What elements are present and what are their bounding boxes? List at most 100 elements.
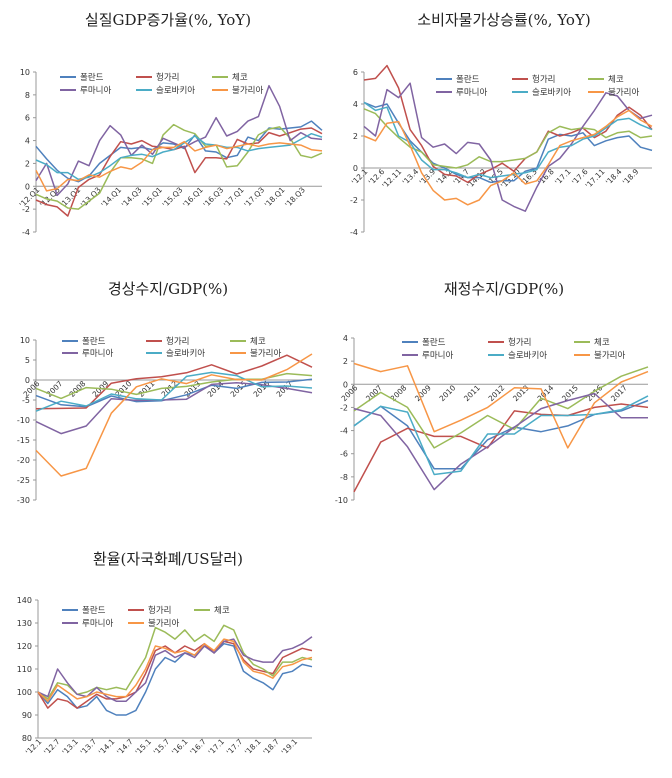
- x-tick-label: '16.Q1: [181, 185, 205, 209]
- x-tick-label: 2017: [609, 383, 629, 403]
- legend-label-romania: 루마니아: [422, 350, 453, 361]
- legend-label-romania: 루마니아: [80, 85, 111, 96]
- fiscal-panel: 재정수지/GDP(%) -10 -8 -6 -4 -2 0 2 4 2006 2007 2008 20…: [335, 268, 672, 530]
- legend-label-czech: 체코: [608, 74, 624, 85]
- legend-label-slovakia: 슬로바키아: [156, 85, 195, 96]
- x-tick-label: '17.Q1: [222, 185, 246, 209]
- x-tick-label: 2013: [511, 383, 531, 403]
- y-tick-label: 110: [17, 665, 32, 674]
- y-tick-label: 10: [20, 336, 30, 345]
- x-tick-label: '13.1: [60, 737, 80, 757]
- series-line-czech: [37, 624, 313, 700]
- y-tick-label: 10: [20, 68, 30, 77]
- legend-label-bulgaria: 불가리아: [232, 85, 263, 96]
- x-tick-label: '14.7: [115, 737, 135, 757]
- y-tick-label: -10: [335, 496, 348, 505]
- x-tick-label: 2015: [229, 379, 249, 399]
- x-tick-label: '18.7: [261, 737, 281, 757]
- series-line-czech: [363, 108, 653, 169]
- y-tick-label: 0: [25, 182, 30, 191]
- y-tick-label: -4: [22, 228, 30, 237]
- series-line-romania: [363, 82, 653, 212]
- legend-label-hungary: 헝가리: [148, 606, 171, 616]
- series-line-slovakia: [363, 101, 653, 179]
- x-tick-label: '14.12: [465, 167, 488, 190]
- y-tick-label: 0: [343, 380, 348, 389]
- y-tick-label: 6: [25, 114, 30, 123]
- y-tick-label: -2: [22, 205, 30, 214]
- x-tick-label: '18.Q3: [283, 185, 307, 209]
- x-tick-label: '17.11: [584, 167, 607, 190]
- x-tick-label: '13.4: [401, 167, 421, 187]
- x-tick-label: '12.7: [42, 737, 62, 757]
- y-tick-label: -20: [17, 456, 30, 465]
- x-tick-label: '14.1: [97, 737, 117, 757]
- cpi-panel: 소비자물가상승률(%, YoY) -4 -2 0 2 4 6'12.1'12.6'12.1…: [336, 0, 672, 260]
- x-tick-label: '14.Q1: [99, 185, 123, 209]
- y-tick-label: 8: [25, 91, 30, 100]
- series-line-bulgaria: [35, 140, 323, 192]
- series-line-poland: [35, 120, 323, 183]
- gdp-panel: 실질GDP증가율(%, YoY) -4 -2 0 2 4 6 8 10'12.Q1'12.Q3…: [0, 0, 336, 260]
- legend-label-slovakia: 슬로바키아: [166, 348, 205, 359]
- legend-label-poland: 폴란드: [82, 605, 106, 616]
- x-tick-label: '15.Q3: [161, 185, 185, 209]
- y-tick-label: -4: [340, 427, 348, 436]
- series-line-bulgaria: [37, 638, 313, 702]
- y-tick-label: 0: [353, 164, 358, 173]
- x-tick-label: '18.9: [621, 167, 641, 187]
- y-tick-label: 130: [17, 619, 32, 628]
- x-tick-label: '13.7: [79, 737, 99, 757]
- legend-label-romania: 루마니아: [82, 348, 113, 359]
- fx-chart: 8090100110120130140'12.1'12.7'13.1'13.7'…: [17, 596, 313, 757]
- fx-panel: 환율(자국화폐/US달러) 80 90 100 110 120 130 140'12.1'1…: [0, 538, 336, 778]
- x-tick-label: '13.Q1: [58, 185, 82, 209]
- x-tick-label: '18.Q1: [263, 185, 287, 209]
- fiscal-chart-title: 재정수지/GDP(%): [443, 280, 565, 298]
- y-tick-label: -15: [17, 436, 30, 445]
- x-tick-label: '16.1: [170, 737, 190, 757]
- series-line-bulgaria: [35, 353, 313, 477]
- series-line-czech: [35, 123, 323, 210]
- legend-label-slovakia: 슬로바키아: [532, 87, 571, 98]
- y-tick-label: 4: [353, 100, 358, 109]
- series-line-poland: [35, 378, 313, 408]
- legend-label-romania: 루마니아: [82, 618, 113, 629]
- y-tick-label: 2: [343, 357, 348, 366]
- legend-label-hungary: 헝가리: [508, 338, 531, 348]
- legend-label-hungary: 헝가리: [166, 337, 189, 347]
- series-line-hungary: [35, 127, 323, 217]
- series-line-romania: [35, 382, 313, 435]
- series-line-slovakia: [353, 395, 649, 476]
- y-tick-label: -10: [17, 416, 30, 425]
- x-tick-label: '17.1: [206, 737, 226, 757]
- cpi-chart: -4-20246'12.1'12.6'12.11'13.4'13.9'14.2'…: [350, 64, 653, 237]
- x-tick-label: '17.1: [553, 167, 573, 187]
- x-tick-label: 2011: [462, 383, 482, 403]
- gdp-chart-title: 실질GDP증가율(%, YoY): [84, 11, 252, 29]
- y-tick-label: 90: [22, 711, 32, 720]
- legend-label-romania: 루마니아: [456, 87, 487, 98]
- x-tick-label: '15.1: [133, 737, 153, 757]
- legend-label-czech: 체코: [250, 336, 266, 347]
- x-tick-label: '12.11: [380, 167, 403, 190]
- y-tick-label: -30: [17, 496, 30, 505]
- x-tick-label: '17.7: [225, 737, 245, 757]
- x-tick-label: '16.7: [188, 737, 208, 757]
- x-tick-label: '15.Q1: [140, 185, 164, 209]
- y-tick-label: 4: [25, 137, 30, 146]
- legend-label-czech: 체코: [232, 72, 248, 83]
- legend-label-slovakia: 슬로바키아: [508, 350, 547, 361]
- x-tick-label: '19.1: [280, 737, 300, 757]
- series-line-bulgaria: [353, 362, 649, 449]
- y-tick-label: 2: [25, 159, 30, 168]
- x-tick-label: '18.1: [243, 737, 263, 757]
- y-tick-label: 2: [353, 132, 358, 141]
- fx-chart-title: 환율(자국화폐/US달러): [92, 550, 244, 568]
- legend-label-bulgaria: 불가리아: [250, 348, 281, 359]
- series-line-slovakia: [35, 132, 323, 181]
- legend-label-czech: 체코: [594, 337, 610, 348]
- series-line-poland: [363, 101, 653, 184]
